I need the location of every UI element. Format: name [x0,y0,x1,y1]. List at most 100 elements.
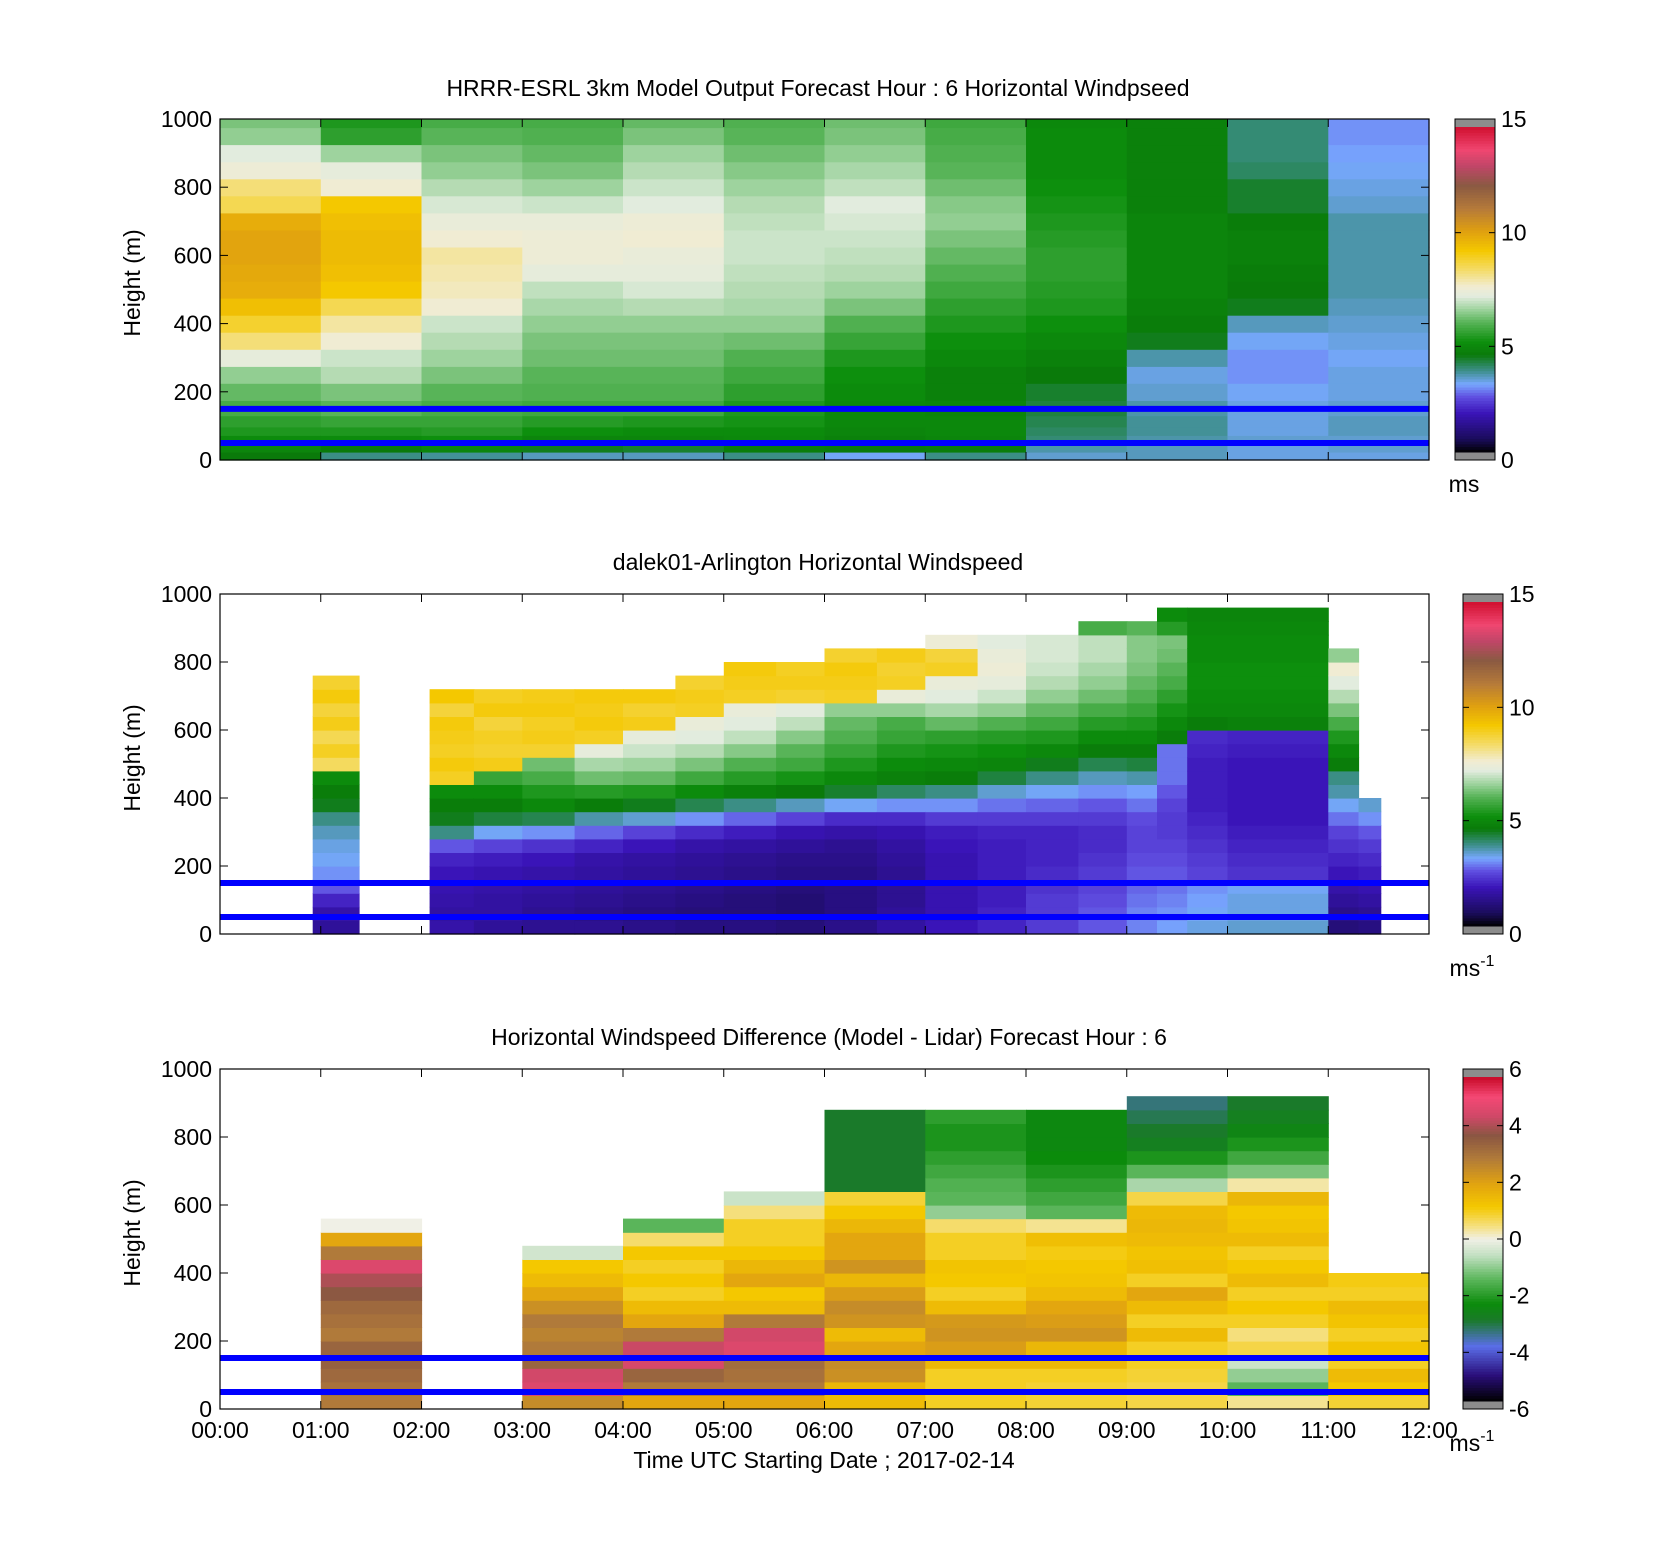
colorbar-segment [1463,1268,1503,1272]
heatmap-cell [1227,229,1329,248]
colorbar-segment [1463,788,1503,792]
heatmap-cell [623,920,676,935]
colorbar-tick-label: 0 [1509,1226,1522,1252]
heatmap-cell [1157,702,1188,717]
heatmap-cell [429,798,475,813]
colorbar-segment [1463,1174,1503,1178]
colorbar-segment [1463,731,1503,735]
panel-lidar-frame [219,593,1430,935]
heatmap-cell [522,298,624,316]
colorbar-segment [1463,1279,1503,1283]
heatmap-cell [473,730,523,745]
colorbar-segment [1463,723,1503,727]
heatmap-cell [220,229,322,248]
colorbar-segment [1463,1387,1503,1391]
colorbar-segment [1463,737,1503,741]
colorbar-segment [1455,349,1495,353]
heatmap-cell [1157,838,1188,853]
heatmap-cell [320,332,423,350]
heatmap-cell [1026,1218,1128,1233]
heatmap-cell [1187,621,1229,636]
heatmap-cell [1328,119,1430,129]
colorbar-segment [1455,167,1495,171]
heatmap-cell [320,415,423,428]
heatmap-cell [1026,866,1079,881]
colorbar-segment [1455,246,1495,250]
y-tick-label: 1000 [161,581,212,607]
heatmap-cell [876,702,926,717]
heatmap-cell [1026,675,1079,690]
colorbar-segment [1463,842,1503,846]
colorbar-segment [1463,645,1503,649]
heatmap-cell [824,770,878,785]
heatmap-cell [824,195,926,214]
colorbar-segment [1463,885,1503,889]
colorbar-segment [1463,1255,1503,1259]
colorbar-segment [1463,1104,1503,1108]
heatmap-cell [925,743,979,758]
heatmap-cell [1227,662,1329,677]
heatmap-cell [824,349,926,367]
colorbar-segment [1463,1233,1503,1237]
heatmap-cell [1227,852,1329,867]
heatmap-cell [1026,435,1128,445]
heatmap-cell [977,662,1027,677]
colorbar-segment [1463,1303,1503,1307]
heatmap-cell [1328,1286,1430,1301]
colorbar-frame [1462,593,1504,935]
heatmap-cell [623,212,725,231]
colorbar-segment [1463,855,1503,859]
colorbar-segment [1463,1390,1503,1394]
heatmap-cell [1328,426,1430,436]
heatmap-cell [1026,229,1128,248]
heatmap-cell [623,246,725,265]
heatmap-cell [1227,212,1329,231]
heatmap-cell [1328,161,1430,180]
colorbar-segment [1455,200,1495,204]
colorbar-segment [1463,1376,1503,1380]
heatmap-cell [429,730,475,745]
panel-difference-ylabel: Height (m) [119,1179,145,1286]
colorbar-segment [1463,664,1503,668]
colorbar-segment [1463,1225,1503,1229]
colorbar-segment [1463,1106,1503,1110]
heatmap-cell [925,1218,1027,1233]
heatmap-cell [1126,349,1229,367]
heatmap-cell [876,852,926,867]
heatmap-cell [776,770,826,785]
heatmap-cell [1026,1368,1128,1383]
heatmap-cell [824,332,926,350]
heatmap-cell [1026,127,1128,146]
colorbar-segment [1463,1082,1503,1086]
heatmap-cell [1126,144,1229,163]
colorbar-segment [1463,1252,1503,1256]
heatmap-cell [824,675,878,690]
heatmap-cell [1126,825,1158,840]
heatmap-cell [1227,1123,1329,1138]
colorbar-segment [1463,1122,1503,1127]
heatmap-cell [824,1368,926,1383]
colorbar-segment [1463,1311,1503,1316]
colorbar-segment [1463,1322,1503,1326]
heatmap-cell [1227,702,1329,717]
colorbar-segment [1455,235,1495,239]
heatmap-cell [522,229,624,248]
colorbar-segment [1463,753,1503,757]
heatmap-cell [925,1286,1027,1301]
colorbar-segment [1455,127,1495,131]
heatmap-cell [824,798,878,813]
heatmap-cell [623,452,725,461]
colorbar-tick-label: 0 [1501,447,1514,473]
colorbar-segment [1455,300,1495,304]
heatmap-cell [1126,648,1158,663]
heatmap-cell [824,1150,926,1165]
colorbar-segment [1463,764,1503,768]
heatmap-cell [1328,212,1430,231]
heatmap-cell [1157,757,1188,772]
colorbar-segment [1455,354,1495,358]
colorbar-segment [1463,1336,1503,1340]
heatmap-cell [1126,1300,1229,1315]
heatmap-cell [723,716,777,731]
heatmap-cell [1328,315,1430,333]
heatmap-cell [925,349,1027,367]
